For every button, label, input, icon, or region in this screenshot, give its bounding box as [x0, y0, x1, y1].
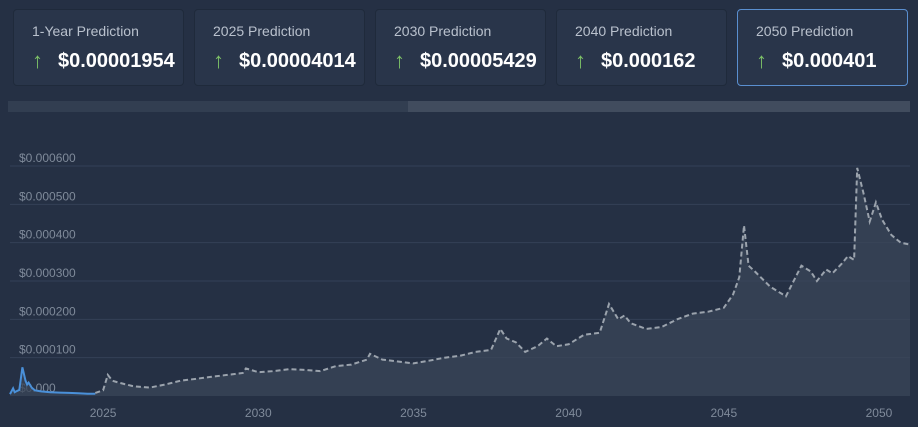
- y-tick-label: $0.000100: [19, 343, 76, 357]
- card-2040-prediction[interactable]: 2040 Prediction ↑ $0.000162: [556, 9, 727, 86]
- arrow-up-icon: ↑: [756, 48, 767, 73]
- card-value-row: ↑ $0.000162: [575, 49, 726, 73]
- card-value: $0.000401: [782, 50, 877, 72]
- card-label: 2030 Prediction: [394, 23, 492, 39]
- arrow-up-icon: ↑: [213, 48, 224, 73]
- area-fill: [10, 167, 910, 396]
- card-2050-prediction[interactable]: 2050 Prediction ↑ $0.000401: [737, 9, 908, 86]
- x-tick-label: 2035: [400, 406, 427, 420]
- x-tick-label: 2045: [710, 406, 737, 420]
- card-2025-prediction[interactable]: 2025 Prediction ↑ $0.00004014: [194, 9, 365, 86]
- y-tick-label: $0.000500: [19, 189, 76, 203]
- card-label: 2025 Prediction: [213, 23, 311, 39]
- card-value-row: ↑ $0.000401: [756, 49, 907, 73]
- historical-line: [9, 367, 96, 395]
- forecast-line: [94, 167, 911, 394]
- card-value: $0.00005429: [420, 50, 537, 72]
- y-tick-label: $0.000400: [19, 228, 76, 242]
- x-tick-label: 2025: [90, 406, 117, 420]
- y-tick-label: $0.000300: [19, 266, 76, 280]
- card-value: $0.000162: [601, 50, 696, 72]
- x-tick-label: 2030: [245, 406, 272, 420]
- card-label: 1-Year Prediction: [32, 23, 139, 39]
- arrow-up-icon: ↑: [394, 48, 405, 73]
- price-prediction-chart: $0.000$0.000100$0.000200$0.000300$0.0004…: [9, 151, 911, 420]
- chart-range-scrollbar-thumb[interactable]: [408, 101, 910, 112]
- card-value: $0.00001954: [58, 50, 175, 72]
- arrow-up-icon: ↑: [32, 48, 43, 73]
- prediction-cards: 1-Year Prediction ↑ $0.00001954 2025 Pre…: [13, 9, 908, 86]
- card-value-row: ↑ $0.00004014: [213, 49, 364, 73]
- arrow-up-icon: ↑: [575, 48, 586, 73]
- card-value: $0.00004014: [239, 50, 356, 72]
- x-tick-label: 2040: [555, 406, 582, 420]
- card-label: 2050 Prediction: [756, 23, 854, 39]
- card-label: 2040 Prediction: [575, 23, 673, 39]
- chart-range-scrollbar[interactable]: [8, 101, 910, 112]
- y-tick-label: $0.000600: [19, 151, 76, 165]
- y-tick-label: $0.000200: [19, 304, 76, 318]
- x-tick-label: 2050: [866, 406, 893, 420]
- card-1-year-prediction[interactable]: 1-Year Prediction ↑ $0.00001954: [13, 9, 184, 86]
- card-value-row: ↑ $0.00001954: [32, 49, 183, 73]
- card-2030-prediction[interactable]: 2030 Prediction ↑ $0.00005429: [375, 9, 546, 86]
- card-value-row: ↑ $0.00005429: [394, 49, 545, 73]
